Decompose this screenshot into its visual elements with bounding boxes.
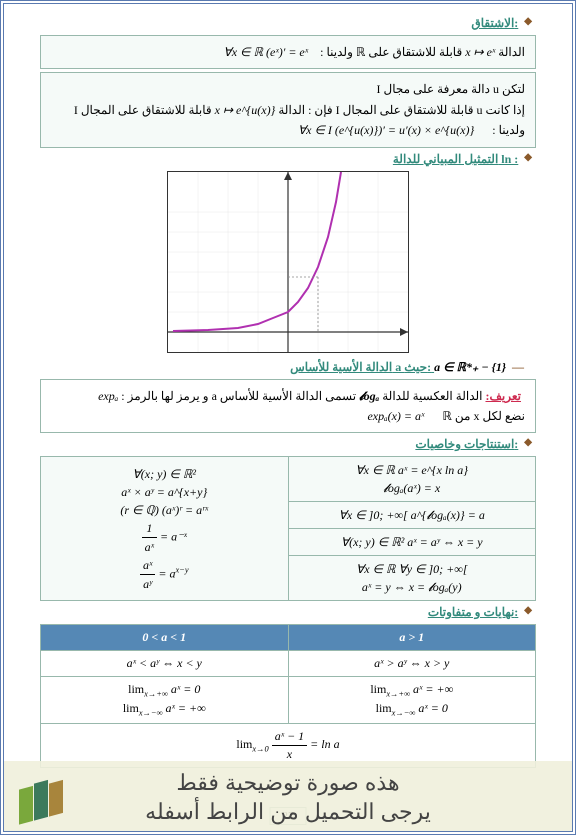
text: تسمى الدالة الأسية للأساس a و يرمز لها ب… <box>121 389 356 403</box>
text: الدالة الأسية للأساس a حيث: <box>290 360 431 374</box>
lim-r1c1: aˣ > aʸ ⇔ x > y <box>288 651 536 677</box>
props-r2: ∀x ∈ ]0; +∞[ a^{𝓵ogₐ(x)} = a <box>288 502 536 529</box>
lim-r2c1: limx→+∞ aˣ = +∞ limx→−∞ aˣ = 0 <box>288 676 536 723</box>
math: ∀x ∈ I (e^{u(x)})′ = u′(x) × e^{u(x)} <box>298 120 474 140</box>
text: قابلة للاشتقاق على المجال I <box>74 103 212 117</box>
heading-derivation: الاشتقاق: <box>40 16 536 31</box>
limits-table: 0 < a < 1 a > 1 aˣ < aʸ ⇔ x < y aˣ > aʸ … <box>40 624 536 768</box>
heading-graphical: التمثيل المبياني للدالة ln : <box>40 152 536 167</box>
watermark-overlay: هذه صورة توضيحية فقط يرجى التحميل من الر… <box>4 761 572 831</box>
line: ولدينا : ∀x ∈ I (e^{u(x)})′ = u′(x) × e^… <box>51 120 525 140</box>
text: الدالة <box>498 45 525 59</box>
books-icon <box>14 771 74 826</box>
line: إذا كانت u قابلة للاشتقاق على المجال I ف… <box>51 100 525 120</box>
heading-props: استنتاجات وخاصيات: <box>40 437 536 452</box>
properties-table: ∀(x; y) ∈ ℝ² aˣ × aʸ = a^{x+y} (r ∈ ℚ) (… <box>40 456 536 601</box>
watermark-line2: يرجى التحميل من الرابط أسفله <box>4 798 572 827</box>
math: expₐ <box>98 386 118 406</box>
chart-container <box>40 171 536 356</box>
math: a ∈ ℝ*₊ − {1} <box>434 360 506 375</box>
definition-box: تعريف: الدالة العكسية للدالة 𝓵ogₐ تسمى ا… <box>40 379 536 434</box>
math: expₐ(x) = aˣ <box>367 406 424 426</box>
text: إذا كانت u قابلة للاشتقاق على المجال I ف… <box>278 103 525 117</box>
props-r1: ∀x ∈ ℝ aˣ = e^{x ln a} 𝓵ogₐ(aˣ) = x <box>288 457 536 502</box>
props-left-cell: ∀(x; y) ∈ ℝ² aˣ × aʸ = a^{x+y} (r ∈ ℚ) (… <box>41 457 289 601</box>
line: لتكن u دالة معرفة على مجال I <box>51 79 525 99</box>
math: 𝓵ogₐ <box>359 386 379 406</box>
page-container: الاشتقاق: الدالة x ↦ eˣ قابلة للاشتقاق ع… <box>0 0 576 835</box>
math: x ↦ e^{u(x)} <box>215 100 276 120</box>
lim-h1: a > 1 <box>288 625 536 651</box>
box-derivative-ex: الدالة x ↦ eˣ قابلة للاشتقاق على ℝ ولدين… <box>40 35 536 69</box>
chart-svg <box>168 172 408 352</box>
text: الدالة العكسية للدالة <box>382 389 482 403</box>
props-r3: ∀(x; y) ∈ ℝ² aˣ = aʸ ⇔ x = y <box>288 529 536 556</box>
lim-r2c2: limx→+∞ aˣ = 0 limx→−∞ aˣ = +∞ <box>41 676 289 723</box>
math: ∀x ∈ ℝ (eˣ)′ = eˣ <box>224 42 309 62</box>
lim-h2: 0 < a < 1 <box>41 625 289 651</box>
props-r4: ∀x ∈ ℝ ∀y ∈ ]0; +∞[ aˣ = y ⇔ x = 𝓵ogₐ(y) <box>288 556 536 601</box>
text: ولدينا : <box>492 123 525 137</box>
watermark-line1: هذه صورة توضيحية فقط <box>4 769 572 798</box>
heading-exp-base: الدالة الأسية للأساس a حيث: a ∈ ℝ*₊ − {1… <box>40 360 524 375</box>
heading-limits: نهايات و متفاوتات: <box>40 605 536 620</box>
math: x ↦ eˣ <box>465 42 495 62</box>
text: قابلة للاشتقاق على ℝ ولدينا : <box>320 45 462 59</box>
box-derivative-eu: لتكن u دالة معرفة على مجال I إذا كانت u … <box>40 72 536 147</box>
exponential-chart <box>167 171 409 353</box>
lim-r1c2: aˣ < aʸ ⇔ x < y <box>41 651 289 677</box>
def-label: تعريف: <box>485 389 525 403</box>
text: نضع لكل x من ℝ <box>442 409 525 423</box>
